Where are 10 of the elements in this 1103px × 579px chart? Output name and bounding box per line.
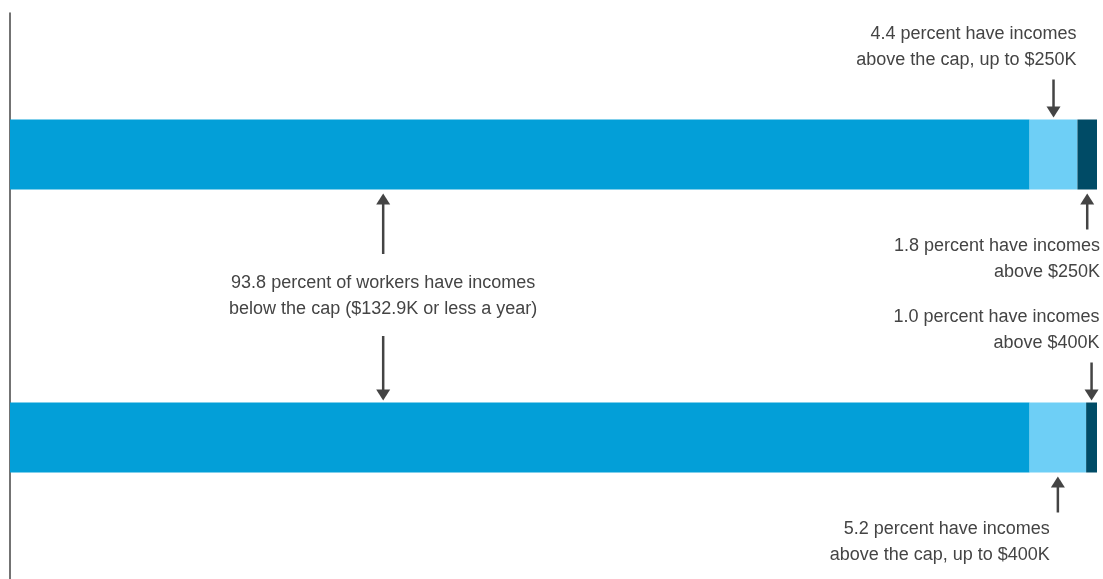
bar [1029, 402, 1087, 473]
bar [1077, 119, 1097, 190]
annotation: 93.8 percent of workers have incomes below the cap ($132.9K or less a year) [228, 271, 539, 320]
annotation: 1.0 percent have incomes above $400K [892, 304, 1100, 354]
annotation: 4.4 percent have incomes above the cap, up to $250K [855, 21, 1077, 71]
annotation: 5.2 percent have incomes above the cap, up to $400K [828, 516, 1050, 566]
bar [10, 119, 1030, 190]
annotation: 1.8 percent have incomes above $250K [892, 233, 1100, 283]
bar [10, 402, 1030, 473]
bar [1029, 119, 1078, 190]
